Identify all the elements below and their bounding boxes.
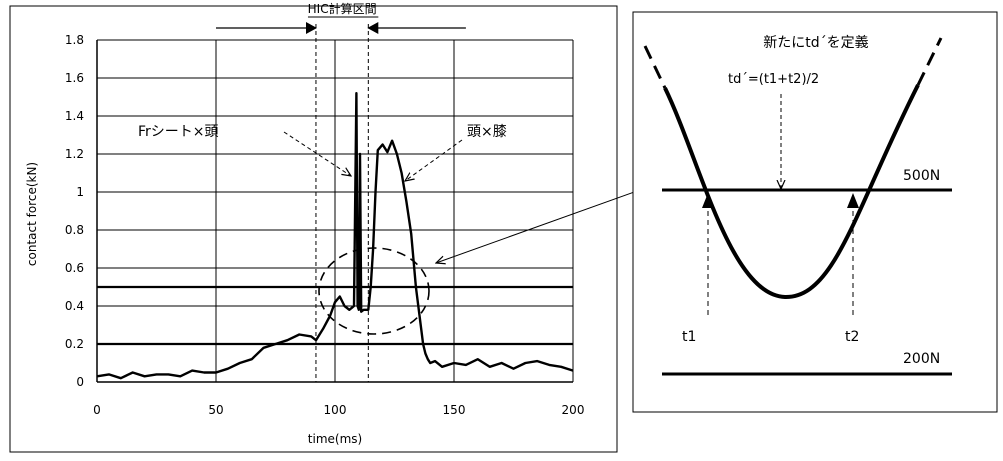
y-tick-label: 0	[76, 375, 84, 389]
tick-labels: 0 0.2 0.4 0.6 0.8 1 1.2 1.4 1.6 1.8 0 50 100 150 200	[65, 33, 585, 417]
hic-interval-label: HIC計算区間	[308, 1, 377, 16]
y-tick-label: 0.8	[65, 223, 84, 237]
x-axis-label: time(ms)	[308, 432, 362, 446]
parabola-left-dashed	[643, 45, 667, 89]
annotation-head-knee: 頭×膝	[467, 124, 507, 140]
t1-label: t1	[682, 329, 696, 345]
level-200n-label: 200N	[903, 351, 940, 367]
level-500n-label: 500N	[903, 168, 940, 184]
annotation-fr-seat-head-arrow	[283, 131, 351, 176]
y-tick-label: 1.2	[65, 147, 84, 161]
y-tick-label: 1.4	[65, 109, 84, 123]
t2-label: t2	[845, 329, 859, 345]
y-tick-label: 0.6	[65, 261, 84, 275]
zoom-connector	[436, 185, 652, 263]
annotation-fr-seat-head: Frシート×頭	[138, 124, 219, 140]
y-tick-label: 1.6	[65, 71, 84, 85]
parabola-right-dashed	[916, 37, 943, 86]
diagram-title: 新たにtd´を定義	[763, 34, 868, 51]
threshold-lines	[97, 285, 573, 346]
series-line	[96, 91, 574, 380]
x-tick-label: 0	[93, 403, 101, 417]
chart-axes	[96, 40, 573, 383]
y-tick-label: 0.4	[65, 299, 84, 313]
y-tick-label: 1.8	[65, 33, 84, 47]
highlight-ellipse	[318, 247, 430, 335]
diagram-panel	[632, 11, 998, 413]
x-tick-label: 50	[208, 403, 223, 417]
diagram-formula: td´=(t1+t2)/2	[728, 72, 819, 87]
x-tick-label: 100	[324, 403, 347, 417]
chart-frame	[9, 5, 618, 453]
annotation-head-knee-arrow	[405, 139, 463, 181]
y-tick-label: 1	[76, 185, 84, 199]
x-tick-label: 150	[443, 403, 466, 417]
x-tick-label: 200	[562, 403, 585, 417]
y-axis-label: contact force(kN)	[25, 162, 39, 266]
hic-interval: HIC計算区間	[216, 1, 466, 382]
parabola-curve	[663, 84, 920, 300]
y-tick-label: 0.2	[65, 337, 84, 351]
